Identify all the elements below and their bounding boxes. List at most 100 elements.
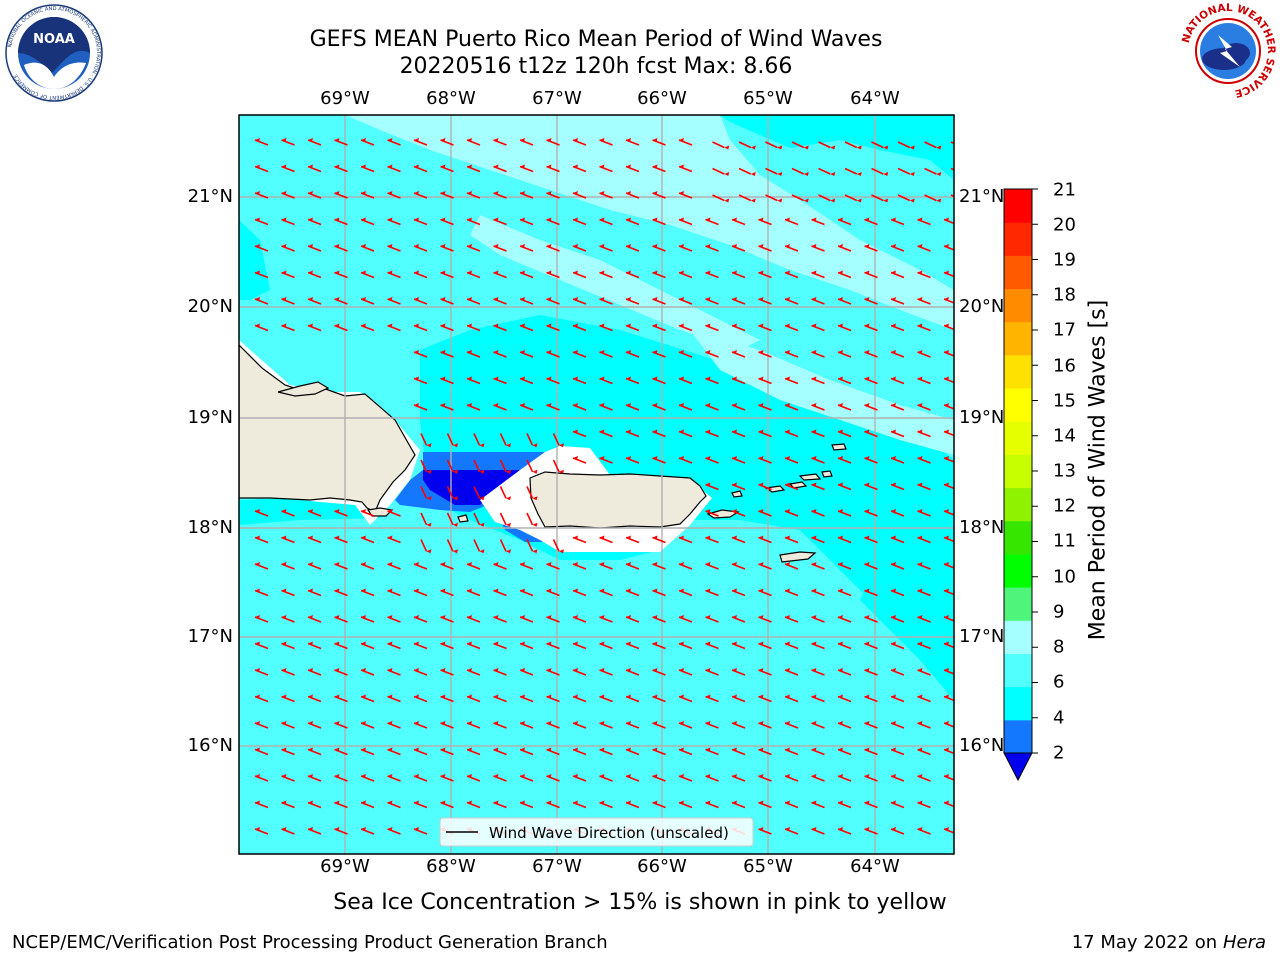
- wind-wave-arrow-head: [426, 522, 432, 527]
- wind-wave-arrow-head: [546, 191, 552, 195]
- wind-wave-arrow-head: [679, 694, 684, 699]
- wind-wave-arrow-head: [255, 774, 260, 778]
- wind-wave-arrow-head: [705, 429, 711, 434]
- wind-wave-arrow-head: [334, 323, 340, 328]
- wind-wave-arrow-head: [864, 403, 870, 407]
- wind-wave-arrow-head: [440, 721, 446, 725]
- wind-wave-arrow-head: [520, 191, 525, 195]
- colorbar-band: [1004, 255, 1032, 290]
- wind-wave-arrow-head: [573, 138, 578, 142]
- wind-wave-arrow-head: [281, 270, 287, 275]
- wind-wave-arrow-head: [281, 562, 287, 566]
- wind-wave-arrow: [844, 141, 858, 149]
- wind-wave-arrow-head: [679, 429, 684, 434]
- land-vieques: [706, 509, 740, 519]
- wind-wave-arrow-head: [838, 774, 843, 778]
- colorbar-tick-label: 12: [1053, 495, 1076, 517]
- wind-wave-arrow: [420, 433, 428, 446]
- colorbar-band: [1004, 620, 1032, 654]
- wind-wave-arrow: [473, 459, 481, 473]
- wind-wave-arrow-head: [811, 429, 817, 434]
- wind-wave-arrow-head: [308, 774, 313, 778]
- wind-wave-arrow-head: [308, 244, 313, 248]
- wind-wave-arrow-head: [361, 164, 366, 169]
- wind-wave-arrow-head: [414, 615, 419, 619]
- wind-wave-arrow-head: [281, 800, 287, 805]
- wind-wave-arrow-head: [652, 350, 658, 354]
- wind-wave-arrow-head: [361, 747, 366, 752]
- wind-wave-arrow-head: [387, 217, 393, 222]
- wind-wave-arrow-head: [891, 800, 896, 805]
- wind-wave-arrow-head: [811, 588, 817, 593]
- wind-wave-arrow: [499, 433, 507, 446]
- wind-wave-arrow-head: [963, 172, 968, 176]
- wind-wave-arrow-head: [467, 403, 472, 407]
- colorbar-band: [1004, 686, 1032, 721]
- wind-wave-arrow-head: [467, 800, 472, 805]
- wind-wave-arrow-head: [255, 191, 260, 195]
- wind-wave-arrow-head: [505, 496, 511, 501]
- wind-wave-arrow-head: [705, 350, 711, 354]
- wind-wave-arrow-head: [479, 469, 485, 474]
- wind-wave-arrow-head: [785, 800, 790, 805]
- wind-wave-arrow-head: [758, 588, 764, 593]
- wind-wave-arrow-head: [520, 270, 525, 275]
- wind-wave-arrow-head: [909, 198, 915, 203]
- wind-wave-arrow: [950, 167, 954, 171]
- wind-wave-arrow-head: [626, 721, 631, 725]
- wind-wave-arrow: [526, 486, 534, 499]
- wind-wave-arrow-head: [467, 641, 472, 646]
- wind-wave-arrow-head: [532, 522, 538, 527]
- wind-wave-arrow: [526, 459, 534, 473]
- wind-wave-arrow-head: [414, 800, 419, 805]
- wind-wave-arrow-head: [493, 694, 499, 699]
- wind-wave-arrow-head: [724, 171, 730, 176]
- wind-wave-arrow-head: [414, 217, 419, 222]
- wind-wave-arrow-head: [426, 549, 432, 554]
- wind-wave-arrow-head: [777, 198, 783, 203]
- wind-wave-arrow: [818, 167, 831, 175]
- wind-wave-arrow-head: [917, 721, 923, 725]
- wind-wave-arrow-head: [414, 323, 419, 328]
- wind-wave-arrow-head: [652, 588, 658, 593]
- wind-wave-arrow-head: [414, 350, 419, 354]
- wind-wave-arrow-head: [917, 350, 923, 354]
- wind-wave-arrow-head: [679, 615, 684, 619]
- wind-wave-arrow-head: [944, 562, 949, 566]
- wind-wave-arrow-head: [785, 429, 790, 434]
- wind-wave-arrow-head: [546, 721, 552, 725]
- wind-wave-arrow-head: [838, 535, 843, 540]
- wind-wave-arrow-head: [281, 191, 287, 195]
- lon-label-bottom: 65°W: [743, 856, 793, 877]
- wind-wave-arrow-head: [361, 615, 366, 619]
- wind-wave-arrow-head: [785, 244, 790, 248]
- wind-wave-arrow-head: [505, 443, 511, 448]
- wind-wave-arrow-head: [361, 191, 366, 195]
- wind-wave-arrow-head: [838, 244, 843, 248]
- wind-wave-arrow-head: [705, 403, 711, 407]
- wind-wave-arrow: [924, 141, 937, 149]
- wind-wave-arrow-head: [758, 509, 764, 513]
- wind-wave-arrow-head: [452, 469, 458, 474]
- wind-wave-arrow-head: [334, 164, 340, 169]
- wind-wave-arrow: [499, 512, 507, 526]
- wind-wave-arrow: [712, 141, 725, 149]
- wind-wave-arrow-head: [626, 376, 631, 381]
- wind-wave-arrow-head: [883, 198, 889, 203]
- wind-wave-arrow-head: [387, 800, 393, 805]
- wind-wave-arrow-head: [864, 774, 870, 778]
- wind-wave-arrow-head: [414, 297, 419, 301]
- wind-wave-arrow-head: [679, 217, 684, 222]
- wind-wave-arrow-head: [334, 668, 340, 672]
- wind-wave-arrow-head: [467, 191, 472, 195]
- wind-wave-arrow: [765, 194, 778, 202]
- wind-wave-arrow-head: [811, 244, 817, 248]
- wind-wave-arrow-head: [679, 721, 684, 725]
- wind-wave-arrow-head: [573, 615, 578, 619]
- wind-wave-arrow-head: [917, 509, 923, 513]
- wind-wave-arrow: [420, 459, 428, 473]
- colorbar-tick-label: 8: [1053, 636, 1065, 658]
- wind-wave-arrow-head: [963, 145, 968, 149]
- wind-wave-arrow-head: [705, 562, 711, 566]
- wind-wave-arrow-head: [679, 403, 684, 407]
